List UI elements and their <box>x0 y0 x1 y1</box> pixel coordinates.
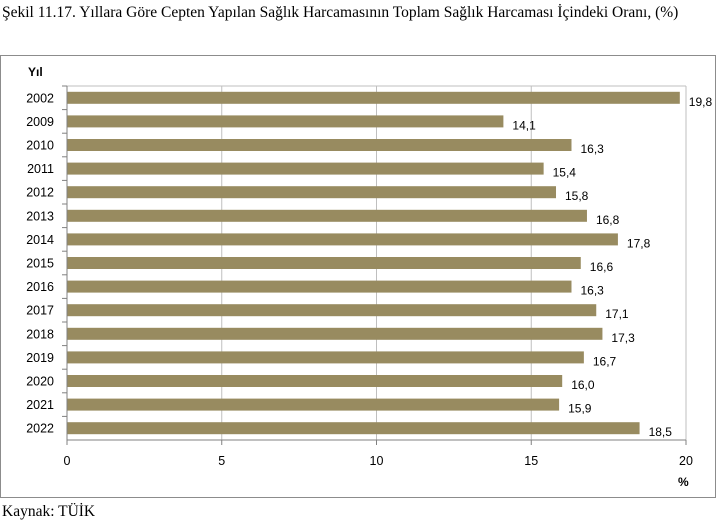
y-tick-label-2019: 2019 <box>26 351 54 365</box>
y-axis-title: Yıl <box>28 65 43 79</box>
bar-chart: 19,814,116,315,415,816,817,816,616,317,1… <box>0 55 716 498</box>
value-label-2016: 16,3 <box>580 284 604 298</box>
bar-2017 <box>67 304 597 317</box>
x-axis-title: % <box>678 475 689 489</box>
chart-frame <box>0 55 716 498</box>
bar-2019 <box>67 351 584 364</box>
value-label-2020: 16,0 <box>571 378 595 392</box>
value-label-2011: 15,4 <box>553 166 577 180</box>
bar-2014 <box>67 233 618 246</box>
y-tick-label-2012: 2012 <box>26 186 54 200</box>
y-tick-label-2018: 2018 <box>26 327 54 341</box>
value-label-2021: 15,9 <box>568 402 592 416</box>
value-label-2012: 15,8 <box>565 189 589 203</box>
bar-2009 <box>67 115 504 128</box>
y-tick-label-2016: 2016 <box>26 280 54 294</box>
y-tick-label-2015: 2015 <box>26 257 54 271</box>
x-tick-label: 10 <box>370 454 384 468</box>
bar-2020 <box>67 375 563 387</box>
value-label-2019: 16,7 <box>593 354 617 368</box>
value-label-2015: 16,6 <box>590 260 614 274</box>
bar-2016 <box>67 280 572 293</box>
value-label-2013: 16,8 <box>596 213 620 227</box>
x-tick-label: 0 <box>64 454 71 468</box>
value-label-2017: 17,1 <box>605 307 629 321</box>
bar-2018 <box>67 327 603 340</box>
y-tick-label-2017: 2017 <box>26 304 54 318</box>
source-note: Kaynak: TÜİK <box>2 503 96 520</box>
y-tick-label-2002: 2002 <box>26 91 54 105</box>
bar-2022 <box>67 422 640 435</box>
value-label-2009: 14,1 <box>512 118 536 132</box>
value-label-2014: 17,8 <box>627 236 651 250</box>
value-label-2010: 16,3 <box>580 142 604 156</box>
y-tick-label-2022: 2022 <box>26 422 54 436</box>
figure-caption: Şekil 11.17. Yıllara Göre Cepten Yapılan… <box>2 4 679 21</box>
value-label-2018: 17,3 <box>611 331 635 345</box>
bar-2002 <box>67 91 680 104</box>
y-tick-label-2009: 2009 <box>26 115 54 129</box>
y-tick-label-2014: 2014 <box>26 233 54 247</box>
bar-2011 <box>67 162 544 175</box>
x-tick-label: 20 <box>679 454 693 468</box>
bar-2013 <box>67 209 587 222</box>
x-tick-label: 5 <box>218 454 225 468</box>
bar-2015 <box>67 257 581 269</box>
y-tick-label-2021: 2021 <box>26 398 54 412</box>
axes: 0 5 10 15 20 2002 2009 2010 2011 2012 2013 2014 2015… <box>26 85 693 468</box>
bar-2012 <box>67 186 557 199</box>
bar-2010 <box>67 139 572 151</box>
bar-2021 <box>67 398 560 411</box>
y-tick-label-2020: 2020 <box>26 375 54 389</box>
y-tick-label-2011: 2011 <box>27 162 54 176</box>
value-label-2022: 18,5 <box>649 425 673 439</box>
value-label-2002: 19,8 <box>689 95 713 109</box>
bars: 19,814,116,315,415,816,817,816,616,317,1… <box>67 91 713 439</box>
y-tick-label-2013: 2013 <box>26 209 54 223</box>
y-tick-label-2010: 2010 <box>26 139 54 153</box>
x-tick-label: 15 <box>524 454 538 468</box>
